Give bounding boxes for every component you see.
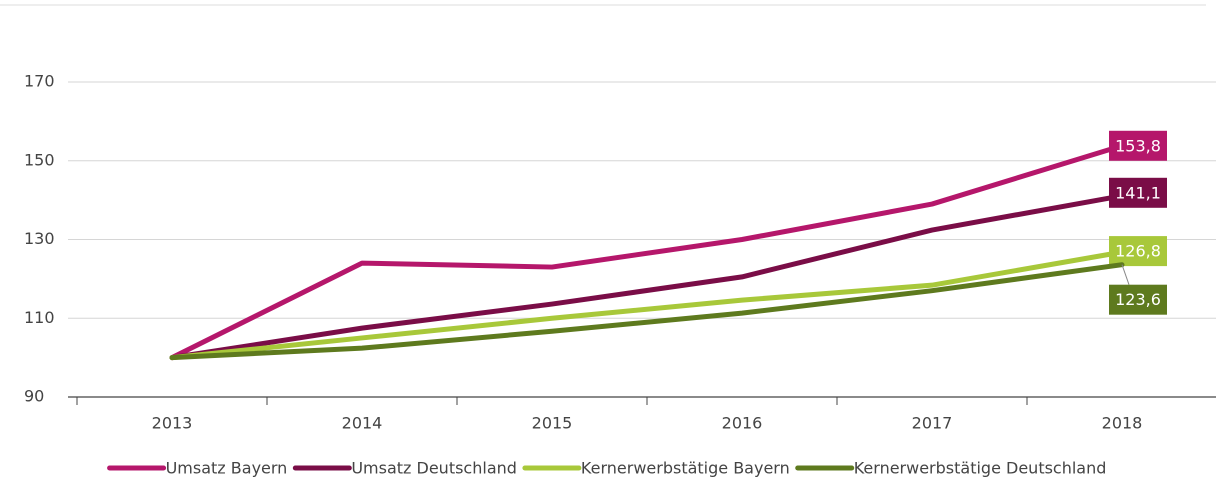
x-tick-label: 2015 [532,414,573,433]
value-label-box [1109,130,1167,161]
series-line [169,193,1125,361]
y-tick-label: 170 [24,72,55,91]
x-tick-label: 2016 [722,414,763,433]
value-label: 123,6 [1115,290,1161,309]
legend: Umsatz Bayern Umsatz Deutschland Kernerwer… [107,459,1107,478]
legend-label: Kernerwerbstätige Bayern [581,459,790,478]
x-tick-label: 2013 [152,414,193,433]
value-label-box [1109,236,1167,267]
value-label: 141,1 [1115,183,1161,202]
value-label: 126,8 [1115,242,1161,261]
legend-label: Umsatz Deutschland [351,459,517,478]
x-tick-label: 2017 [912,414,953,433]
value-label-box [1109,177,1167,208]
x-tick-label: 2014 [342,414,383,433]
series-line [169,262,1125,361]
series-line [169,249,1125,361]
legend-label: Kernerwerbstätige Deutschland [854,459,1107,478]
y-tick-label: 130 [24,229,55,248]
y-tick-label: 90 [24,387,44,406]
value-label: 153,8 [1115,136,1161,155]
y-tick-label: 110 [24,308,55,327]
y-tick-label: 150 [24,150,55,169]
series-line [169,143,1125,361]
x-tick-label: 2018 [1102,414,1143,433]
label-connector [1121,264,1130,285]
value-label-box [1109,284,1167,315]
legend-label: Umsatz Bayern [166,459,288,478]
